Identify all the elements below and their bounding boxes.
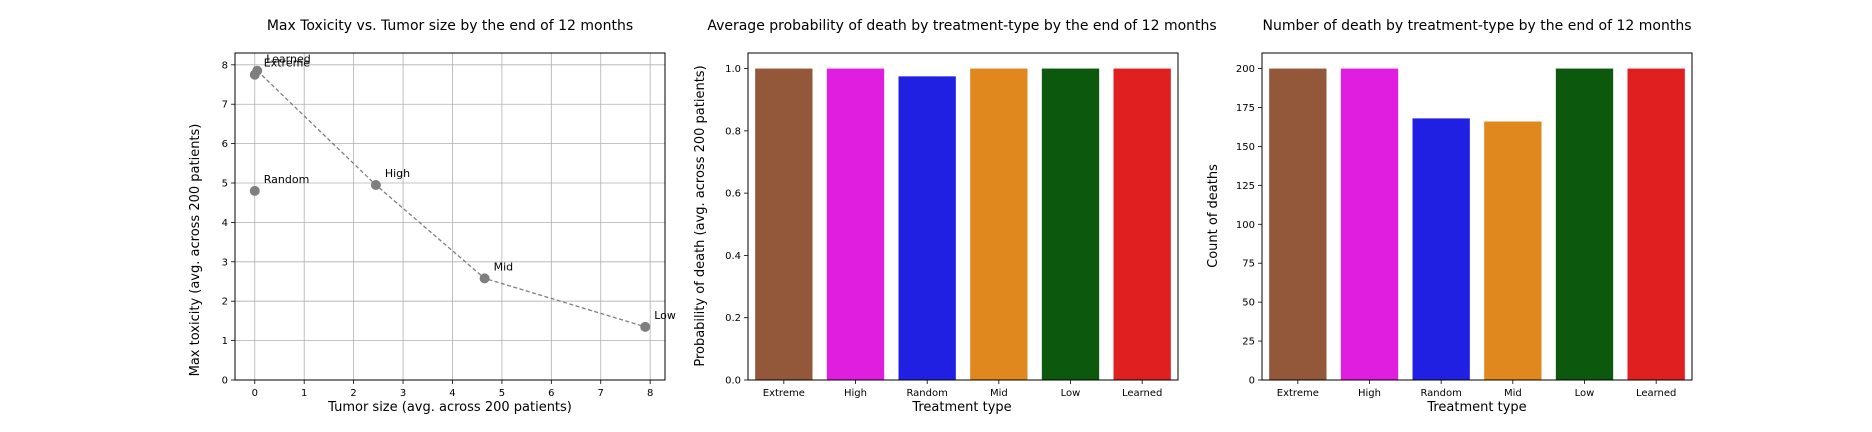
y-tick-label: 6 (222, 139, 228, 150)
point-label-high: High (385, 167, 410, 180)
x-tick-label: 3 (400, 388, 406, 399)
y-tick-label: 0 (222, 376, 228, 387)
y-tick-label: 1 (222, 336, 228, 347)
point-high (370, 179, 381, 190)
y-tick-label: 4 (222, 218, 228, 229)
point-label-learned: Learned (266, 53, 311, 66)
point-learned (252, 65, 263, 76)
point-random (249, 185, 260, 196)
y-tick-label: 200 (1236, 64, 1255, 75)
x-tick-label-learned: Learned (1636, 388, 1676, 399)
y-tick-label: 150 (1236, 142, 1255, 153)
x-tick-label-random: Random (906, 388, 947, 399)
y-tick-label: 25 (1242, 337, 1255, 348)
y-tick-label: 3 (222, 257, 228, 268)
bar-high (826, 68, 885, 381)
x-tick-label: 8 (647, 388, 653, 399)
y-tick-label: 0.2 (725, 313, 741, 324)
x-tick-label: 6 (548, 388, 554, 399)
bar-extreme (1269, 68, 1327, 381)
point-label-mid: Mid (494, 260, 514, 273)
y-tick-label: 0.8 (725, 126, 741, 137)
x-tick-label: 0 (252, 388, 258, 399)
panel1-ticks: 0 1 2 3 4 5 6 7 8 0 1 2 3 4 5 6 7 8 (222, 60, 654, 399)
bar-random (898, 76, 956, 380)
panel-toxicity-vs-tumor: Max Toxicity vs. Tumor size by the end o… (188, 18, 676, 415)
panel3-ylabel: Count of deaths (1206, 164, 1221, 268)
x-tick-label-mid: Mid (1504, 388, 1522, 399)
y-tick-label: 7 (222, 100, 228, 111)
y-tick-label: 75 (1242, 259, 1255, 270)
bar-mid (970, 68, 1028, 381)
bar-extreme (755, 68, 813, 381)
bar-mid (1484, 121, 1542, 380)
bar-high (1340, 68, 1399, 381)
point-label-extreme: Extreme (264, 57, 311, 70)
bar-learned (1113, 68, 1171, 381)
panel3-bars (1269, 68, 1685, 381)
bar-random (1412, 118, 1470, 381)
point-label-random: Random (264, 173, 310, 186)
y-tick-label: 175 (1236, 103, 1255, 114)
panel1-grid (235, 53, 665, 381)
panel1-xlabel: Tumor size (avg. across 200 patients) (327, 400, 572, 415)
x-tick-label-high: High (844, 388, 867, 399)
x-tick-label: 1 (301, 388, 307, 399)
panel2-ylabel: Probability of death (avg. across 200 pa… (693, 65, 708, 366)
panel2-ticks: 0.0 0.2 0.4 0.6 0.8 1.0 Extreme High Random Mid Lo… (725, 64, 1162, 399)
x-tick-label: 5 (499, 388, 505, 399)
y-tick-label: 8 (222, 60, 228, 71)
x-tick-label: 2 (350, 388, 356, 399)
panel1-trend-line (256, 70, 646, 328)
y-tick-label: 0.0 (725, 376, 741, 387)
x-tick-label-extreme: Extreme (1277, 388, 1319, 399)
x-tick-label-low: Low (1061, 388, 1081, 399)
y-tick-label: 0 (1249, 376, 1255, 387)
y-tick-label: 125 (1236, 181, 1255, 192)
bar-low (1041, 68, 1100, 381)
panel1-ylabel: Max toxicity (avg. across 200 patients) (188, 124, 203, 377)
x-tick-label-random: Random (1420, 388, 1461, 399)
panel3-ticks: 0 25 50 75 100 125 150 175 200 Extreme High Random M… (1236, 64, 1676, 399)
y-tick-label: 100 (1236, 220, 1255, 231)
panel2-bars (755, 68, 1171, 381)
x-tick-label-learned: Learned (1122, 388, 1162, 399)
bar-learned (1627, 68, 1685, 381)
y-tick-label: 0.6 (725, 189, 741, 200)
y-tick-label: 50 (1242, 298, 1255, 309)
y-tick-label: 2 (222, 297, 228, 308)
panel-count-of-deaths: Number of death by treatment-type by the… (1206, 18, 1693, 415)
x-tick-label: 7 (598, 388, 604, 399)
panel1-frame (234, 52, 666, 381)
bar-low (1555, 68, 1614, 381)
x-tick-label-mid: Mid (990, 388, 1008, 399)
panel2-frame (747, 52, 1179, 381)
point-low (640, 321, 651, 332)
x-tick-label-extreme: Extreme (763, 388, 805, 399)
x-tick-label-low: Low (1575, 388, 1595, 399)
y-tick-label: 5 (222, 179, 228, 190)
trend-line (256, 70, 646, 328)
point-mid (479, 273, 490, 284)
panel3-frame (1261, 52, 1693, 381)
panel2-xlabel: Treatment type (911, 400, 1011, 415)
y-tick-label: 0.4 (725, 251, 741, 262)
x-tick-label-high: High (1358, 388, 1381, 399)
panel3-xlabel: Treatment type (1426, 400, 1526, 415)
panel2-title: Average probability of death by treatmen… (707, 18, 1216, 34)
y-tick-label: 1.0 (725, 64, 741, 75)
panel3-title: Number of death by treatment-type by the… (1263, 18, 1692, 34)
panel1-title: Max Toxicity vs. Tumor size by the end o… (267, 18, 633, 34)
x-tick-label: 4 (449, 388, 455, 399)
panel-probability-of-death: Average probability of death by treatmen… (693, 18, 1217, 415)
